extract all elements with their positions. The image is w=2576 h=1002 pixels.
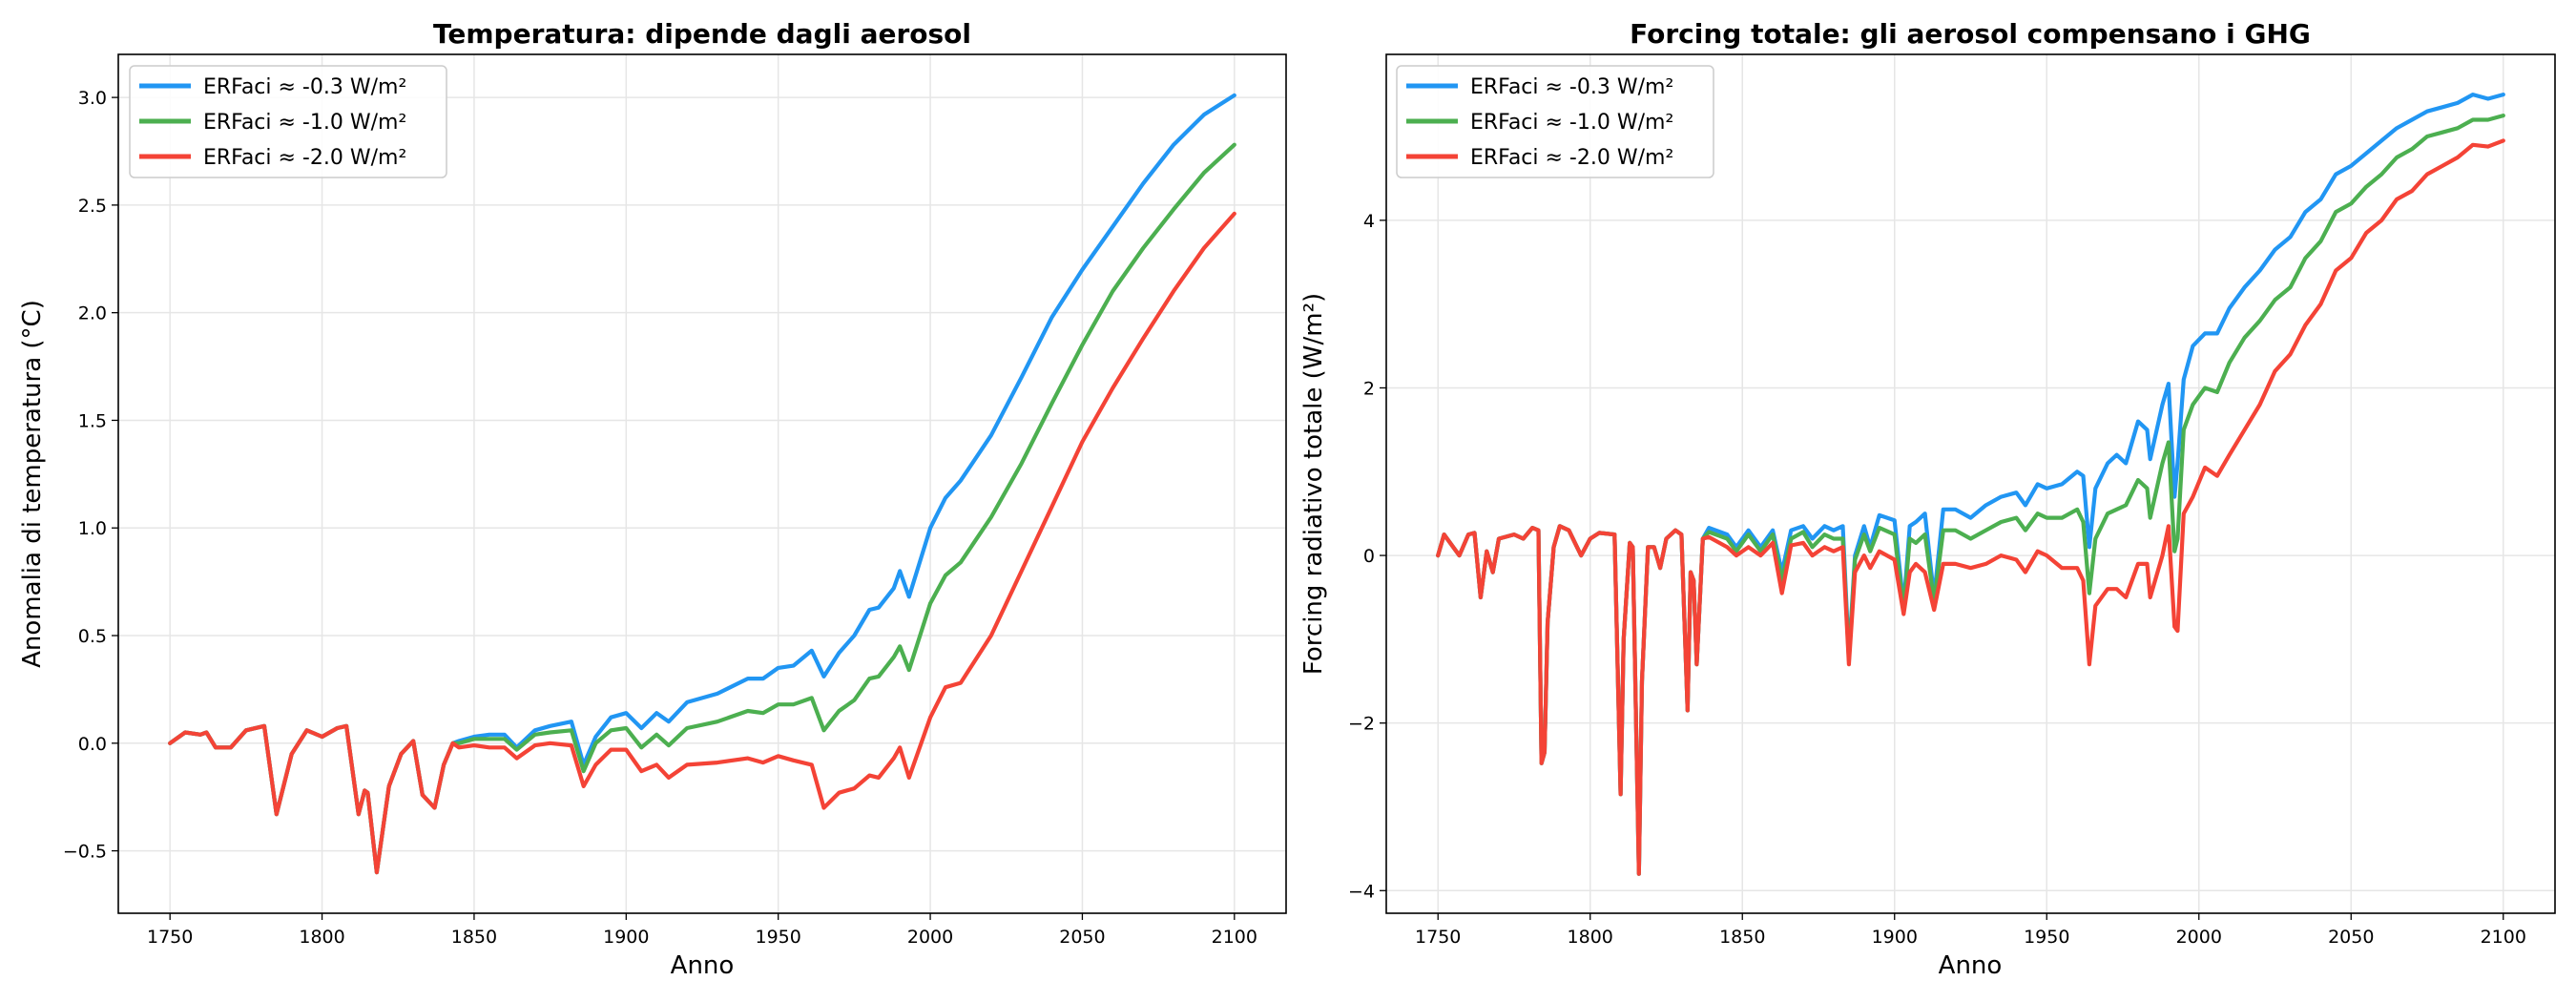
x-tick-label: 1850 xyxy=(1719,927,1765,948)
x-tick-label: 1750 xyxy=(147,927,193,948)
series-line-1 xyxy=(1436,92,2505,876)
x-tick-label: 2000 xyxy=(907,927,953,948)
axes-frame xyxy=(1385,53,2556,914)
legend-box xyxy=(129,65,447,178)
y-axis-label: Forcing radiativo totale (W/m²) xyxy=(1299,293,1328,675)
y-tick-label: 2.0 xyxy=(78,303,107,324)
x-tick-label: 1800 xyxy=(299,927,344,948)
x-tick-label: 2000 xyxy=(2176,927,2222,948)
x-tick-label: 2050 xyxy=(1059,927,1105,948)
y-axis-label: Anomalia di temperatura (°C) xyxy=(18,300,47,668)
temperature-panel: Temperatura: dipende dagli aerosol Anno … xyxy=(18,18,1287,980)
x-tick-label: 1900 xyxy=(1872,927,1918,948)
legend: ERFaci ≈ -0.3 W/m² ERFaci ≈ -1.0 W/m² ERFa… xyxy=(129,65,447,178)
y-tick-label: −0.5 xyxy=(63,842,107,863)
legend-label: ERFaci ≈ -0.3 W/m² xyxy=(1470,75,1673,99)
legend-label: ERFaci ≈ -2.0 W/m² xyxy=(203,146,406,170)
chart-title: Forcing totale: gli aerosol compensano i… xyxy=(1630,18,2311,50)
series-line-3 xyxy=(168,211,1236,875)
x-tick-label: 2100 xyxy=(2481,927,2526,948)
axes-frame xyxy=(117,53,1287,914)
x-tick-label: 2050 xyxy=(2328,927,2374,948)
legend-label: ERFaci ≈ -1.0 W/m² xyxy=(1470,111,1673,135)
series-line-2 xyxy=(1436,113,2505,876)
x-axis-label: Anno xyxy=(671,951,735,980)
legend-label: ERFaci ≈ -2.0 W/m² xyxy=(1470,146,1673,170)
legend-box xyxy=(1396,65,1714,178)
y-tick-label: 0.0 xyxy=(78,734,107,755)
legend-label: ERFaci ≈ -1.0 W/m² xyxy=(203,111,406,135)
x-tick-label: 1900 xyxy=(603,927,649,948)
x-tick-label: 1950 xyxy=(756,927,801,948)
legend-label: ERFaci ≈ -0.3 W/m² xyxy=(203,75,406,99)
y-tick-label: 1.5 xyxy=(78,410,107,431)
series-line-1 xyxy=(168,93,1236,875)
x-tick-label: 2100 xyxy=(1212,927,1257,948)
x-axis-label: Anno xyxy=(1939,951,2003,980)
y-tick-label: 4 xyxy=(1363,211,1375,232)
y-tick-label: 2.5 xyxy=(78,196,107,217)
y-tick-label: 3.0 xyxy=(78,88,107,109)
x-tick-label: 1950 xyxy=(2024,927,2069,948)
x-tick-label: 1750 xyxy=(1415,927,1461,948)
chart-title: Temperatura: dipende dagli aerosol xyxy=(433,18,971,50)
x-tick-label: 1800 xyxy=(1568,927,1613,948)
forcing-panel: Forcing totale: gli aerosol compensano i… xyxy=(1299,18,2556,980)
y-tick-label: 0 xyxy=(1363,546,1375,567)
y-tick-label: −2 xyxy=(1348,714,1375,735)
y-tick-label: 2 xyxy=(1363,378,1375,399)
y-tick-label: −4 xyxy=(1348,881,1375,902)
x-tick-label: 1850 xyxy=(451,927,497,948)
y-tick-label: 1.0 xyxy=(78,518,107,539)
legend: ERFaci ≈ -0.3 W/m² ERFaci ≈ -1.0 W/m² ERFa… xyxy=(1396,65,1714,178)
y-tick-label: 0.5 xyxy=(78,626,107,647)
series-line-3 xyxy=(1436,138,2505,876)
